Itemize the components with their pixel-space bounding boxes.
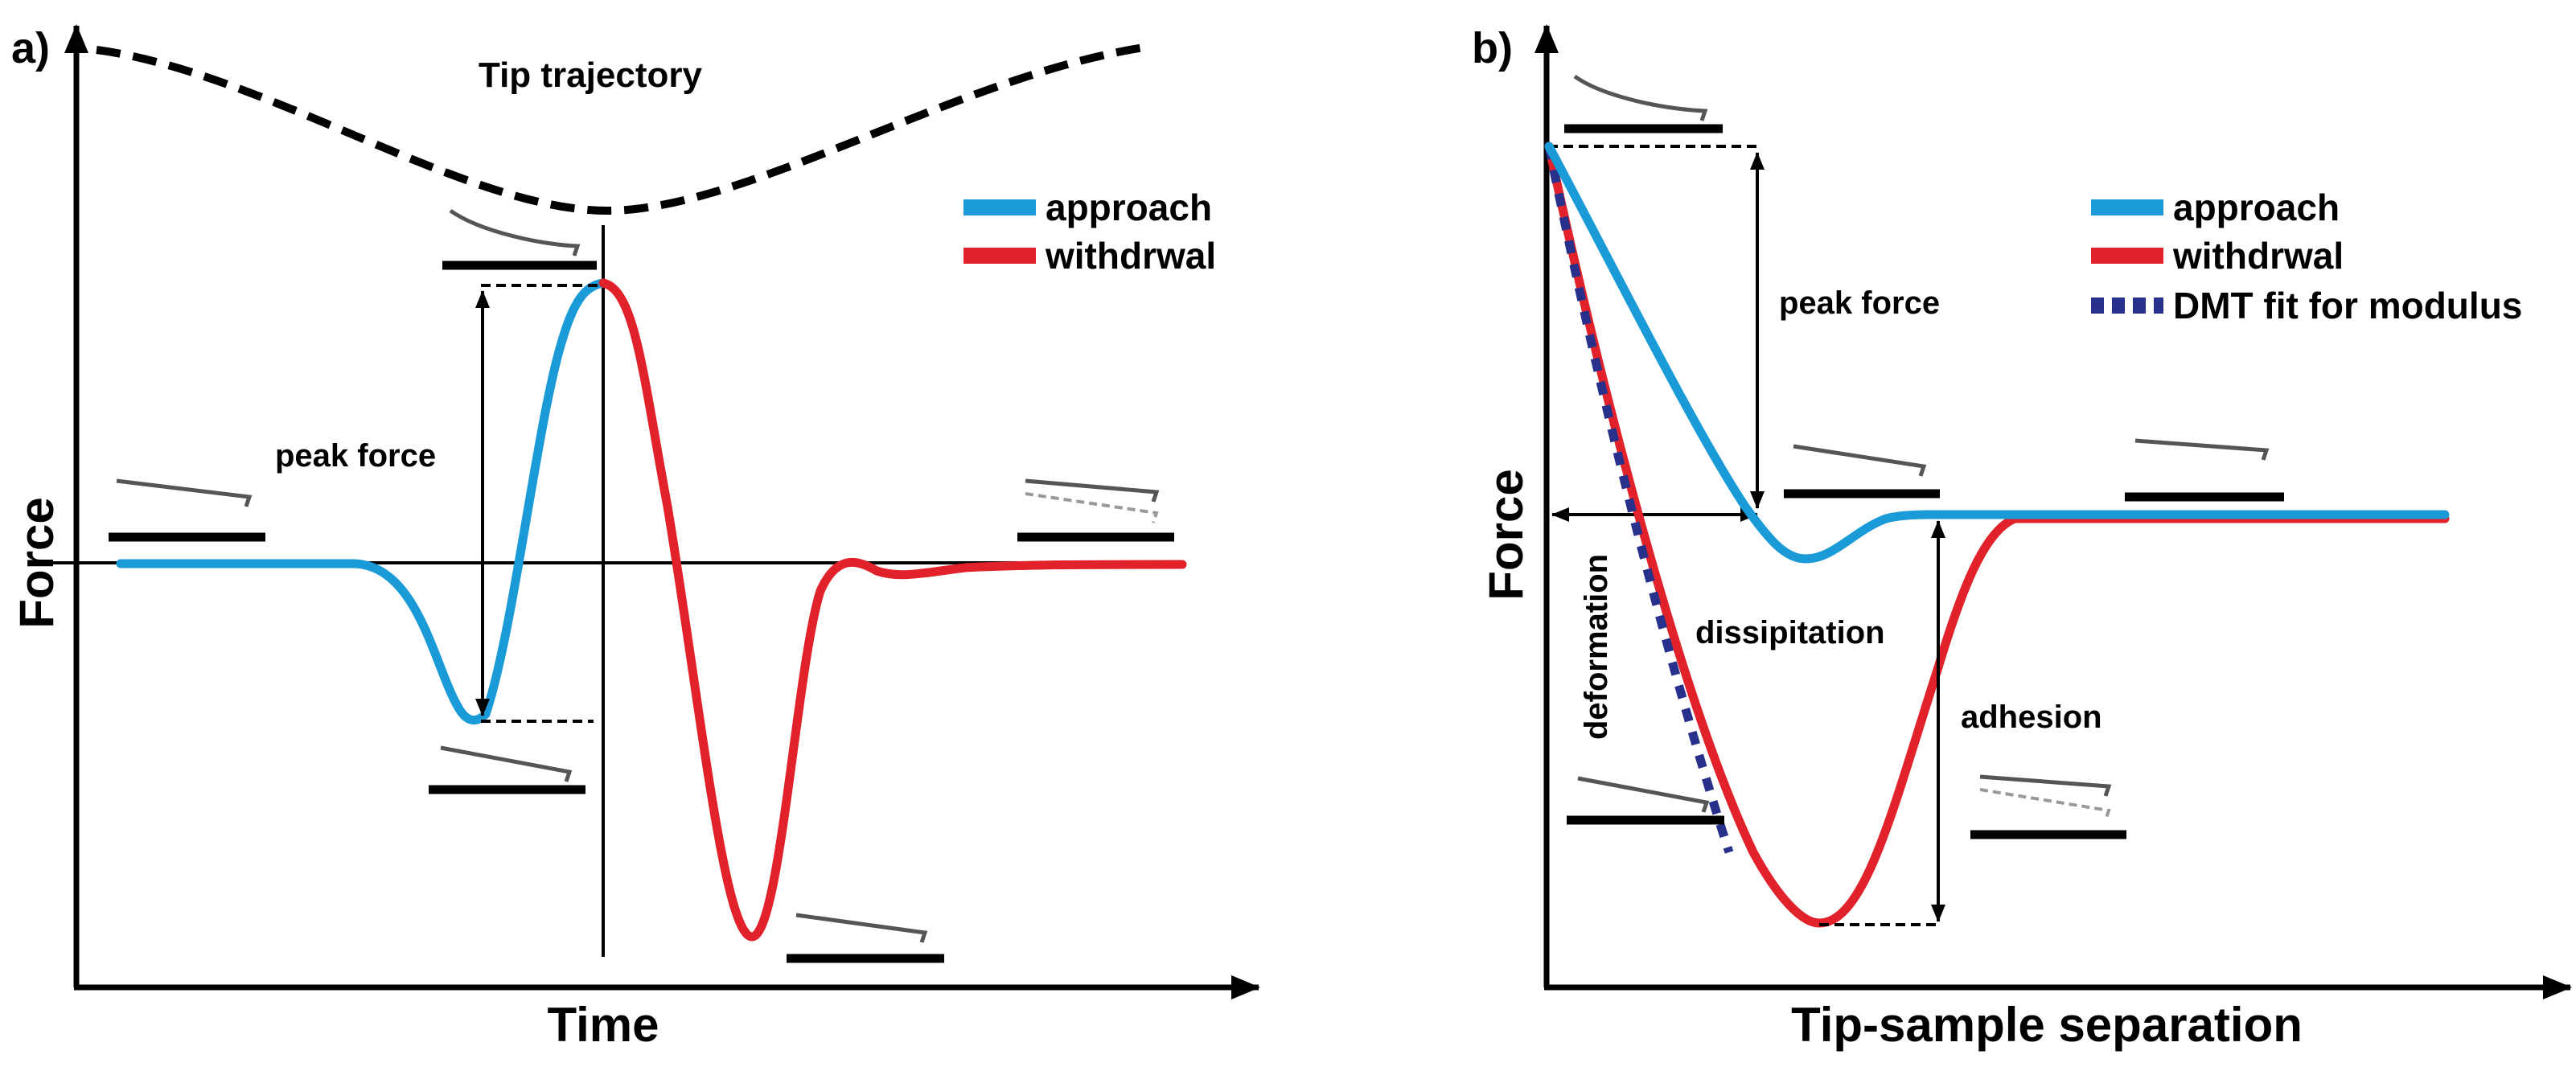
panel-b-adhesion-label: adhesion (1961, 700, 2102, 735)
tip-trajectory-curve (96, 43, 1151, 215)
panel-b: b) Tip-sample separation Force peak forc… (1472, 24, 2572, 1052)
panel-b-letter: b) (1472, 24, 1513, 72)
panel-a-approach-curve (116, 278, 608, 724)
cantilever-icon (1564, 74, 1723, 133)
panel-a-withdrawal-curve (598, 278, 1187, 942)
panel-b-dissipitation-label: dissipitation (1695, 615, 1885, 650)
panel-a: a) Time Force Tip trajectory peak force (10, 24, 1260, 1052)
panel-a-x-label: Time (548, 998, 659, 1052)
legend-label-dmt-fit: DMT fit for modulus (2173, 285, 2522, 326)
panel-b-dmt-fit (1544, 145, 1734, 854)
cantilever-icon (1017, 478, 1174, 542)
cantilever-icon (429, 745, 585, 794)
cantilever-icon (1970, 774, 2126, 839)
panel-b-deformation-label: deformation (1579, 554, 1614, 740)
panel-b-y-label: Force (1479, 469, 1533, 600)
tip-trajectory-label: Tip trajectory (479, 55, 702, 95)
cantilever-icon (1567, 776, 1724, 825)
panel-b-legend: approach withdrwal DMT fit for modulus (2091, 187, 2522, 326)
panel-b-x-label: Tip-sample separation (1791, 998, 2303, 1052)
cantilever-icon (1784, 444, 1940, 499)
cantilever-icon (442, 208, 597, 270)
legend-label-withdrawal: withdrwal (1045, 235, 1216, 277)
cantilever-icon (787, 913, 944, 963)
panel-a-legend: approach withdrwal (963, 187, 1216, 277)
cantilever-icon (109, 478, 265, 542)
legend-label-approach: approach (1046, 187, 1212, 228)
panel-b-peak-force-label: peak force (1779, 285, 1940, 321)
panel-b-approach-curve (1544, 142, 2450, 564)
legend-label-withdrawal: withdrwal (2172, 235, 2344, 277)
panel-a-peak-force-label: peak force (275, 438, 436, 474)
panel-a-letter: a) (11, 24, 50, 72)
legend-label-approach: approach (2173, 187, 2340, 228)
panel-b-withdrawal-curve (1544, 142, 2450, 928)
cantilever-icon (2125, 438, 2284, 502)
